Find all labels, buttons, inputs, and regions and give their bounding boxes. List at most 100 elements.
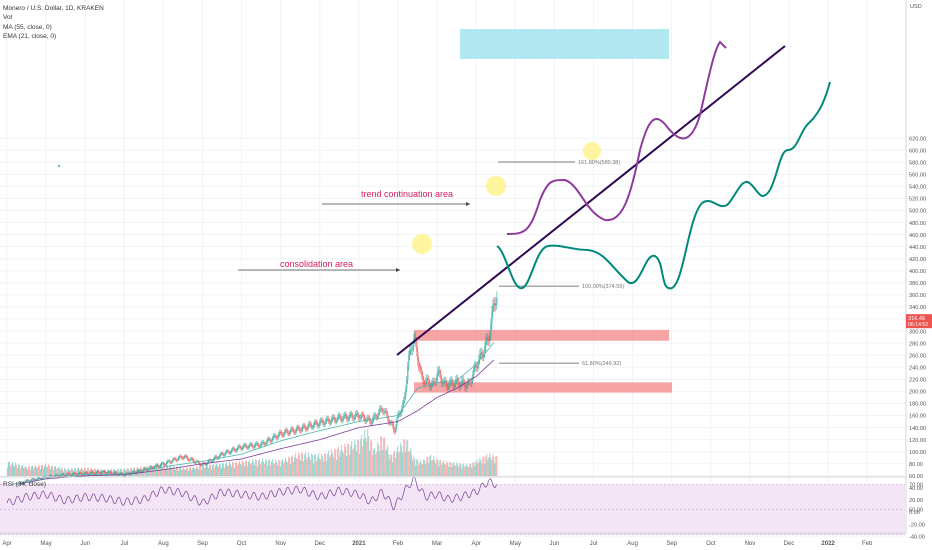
volume-bar bbox=[450, 462, 452, 476]
volume-bar bbox=[36, 467, 37, 476]
volume-bar bbox=[215, 465, 216, 476]
candle-body bbox=[407, 366, 409, 380]
candle-body bbox=[322, 420, 324, 423]
candle-body bbox=[254, 445, 256, 448]
candle-body bbox=[355, 413, 357, 417]
candle-body bbox=[314, 422, 316, 425]
candle-body bbox=[392, 422, 394, 426]
candle-body bbox=[215, 456, 217, 458]
volume-bar bbox=[441, 465, 443, 476]
volume-bar bbox=[313, 463, 315, 476]
legend-ma[interactable]: MA (55, close, 0) bbox=[3, 23, 52, 31]
volume-bar bbox=[329, 457, 331, 476]
candle-body bbox=[158, 465, 160, 467]
volume-bar bbox=[475, 462, 477, 476]
candle-body bbox=[234, 448, 236, 451]
candle-body bbox=[453, 385, 455, 387]
volume-bar bbox=[337, 449, 339, 476]
candle-body bbox=[93, 472, 94, 474]
volume-bar bbox=[279, 460, 281, 476]
candle-body bbox=[349, 414, 351, 418]
volume-bar bbox=[29, 466, 30, 476]
candle-body bbox=[232, 448, 234, 451]
candle-body bbox=[347, 418, 349, 420]
candle-body bbox=[467, 381, 469, 386]
volume-bar bbox=[272, 459, 274, 476]
volume-bar bbox=[265, 458, 267, 476]
candle-body bbox=[50, 475, 51, 477]
candle-body bbox=[128, 473, 130, 475]
candle-body bbox=[432, 381, 434, 384]
legend-symbol-title[interactable]: Monero / U.S. Dollar, 1D, KRAKEN bbox=[3, 5, 104, 12]
volume-bar bbox=[472, 462, 474, 476]
volume-bar bbox=[124, 468, 125, 476]
candle-body bbox=[242, 447, 244, 449]
candle-body bbox=[87, 472, 88, 474]
candle-body bbox=[192, 458, 194, 460]
volume-bar bbox=[418, 464, 420, 476]
candle-body bbox=[370, 420, 372, 424]
candle-body bbox=[89, 473, 90, 475]
volume-bar bbox=[224, 467, 226, 476]
legend-vol[interactable]: Vol bbox=[3, 14, 13, 22]
candle-body bbox=[257, 443, 259, 445]
candle-body bbox=[267, 439, 269, 442]
volume-bar bbox=[170, 465, 171, 476]
time-tick-label: Nov bbox=[275, 541, 286, 547]
volume-bar bbox=[60, 469, 61, 476]
candle-body bbox=[213, 459, 215, 461]
volume-bar bbox=[177, 467, 178, 476]
volume-bar bbox=[227, 465, 229, 476]
volume-bar bbox=[394, 450, 396, 476]
rsi-legend[interactable]: RSI (34, close) bbox=[3, 481, 46, 488]
candle-body bbox=[292, 428, 294, 430]
candle-body bbox=[468, 381, 470, 383]
volume-bar bbox=[315, 454, 317, 476]
time-tick-label: Feb bbox=[862, 541, 873, 547]
volume-bar bbox=[176, 466, 177, 476]
volume-bar bbox=[390, 454, 392, 476]
volume-bar bbox=[413, 456, 415, 476]
candle-body bbox=[286, 430, 288, 431]
candle-body bbox=[473, 367, 475, 375]
volume-bar bbox=[486, 454, 488, 476]
volume-bar bbox=[180, 467, 181, 476]
volume-bar bbox=[178, 470, 179, 476]
candle-body bbox=[465, 387, 467, 389]
price-tick-label: 60.00 bbox=[909, 474, 923, 480]
volume-bar bbox=[439, 460, 441, 476]
candle-body bbox=[64, 475, 65, 476]
annotation-trend-continuation: trend continuation area bbox=[361, 189, 453, 199]
volume-bar bbox=[205, 467, 206, 476]
volume-bar bbox=[253, 461, 255, 476]
candle-body bbox=[238, 446, 240, 448]
volume-bar bbox=[408, 451, 410, 476]
volume-bar bbox=[30, 470, 31, 476]
candle-body bbox=[66, 474, 67, 476]
candle-body bbox=[139, 469, 141, 471]
volume-bar bbox=[491, 460, 493, 476]
volume-bar bbox=[363, 439, 365, 476]
volume-bar bbox=[449, 462, 451, 476]
volume-bar bbox=[12, 462, 13, 476]
volume-bar bbox=[440, 459, 442, 476]
candle-body bbox=[490, 324, 492, 336]
volume-bar bbox=[155, 469, 156, 476]
time-tick-label: Nov bbox=[745, 541, 756, 547]
volume-bar bbox=[271, 461, 273, 476]
volume-bar bbox=[14, 466, 15, 476]
candle-body bbox=[409, 350, 411, 356]
volume-bar bbox=[312, 455, 314, 476]
volume-bar bbox=[158, 468, 159, 476]
candle-body bbox=[228, 450, 230, 453]
volume-bar bbox=[481, 463, 483, 476]
candle-body bbox=[76, 474, 77, 476]
candle-body bbox=[85, 472, 86, 473]
candle-body bbox=[100, 473, 101, 475]
rsi-pane bbox=[0, 476, 905, 535]
candle-body bbox=[252, 445, 254, 447]
grid bbox=[0, 0, 905, 537]
volume-bar bbox=[19, 464, 20, 476]
legend-ema[interactable]: EMA (21, close, 0) bbox=[3, 32, 57, 40]
